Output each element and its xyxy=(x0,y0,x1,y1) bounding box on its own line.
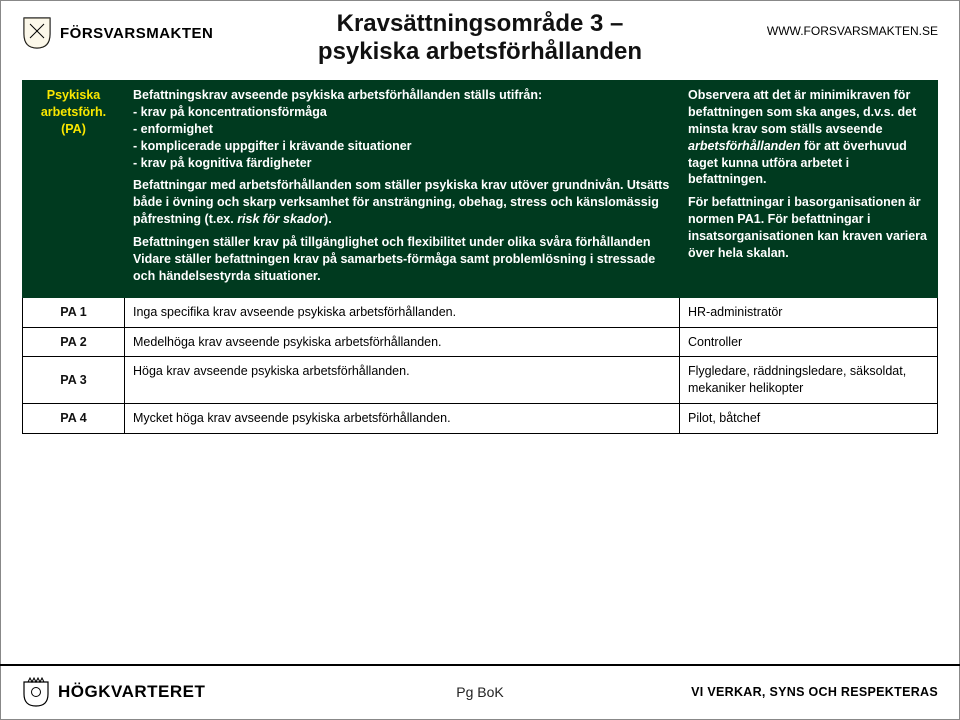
intro-b2: - enformighet xyxy=(133,122,213,136)
row-label: PA 2 xyxy=(23,327,125,357)
intro-right-cell: Observera att det är minimikraven för be… xyxy=(680,81,938,298)
table-row: PA 4 Mycket höga krav avseende psykiska … xyxy=(23,404,938,434)
org-name: FÖRSVARSMAKTEN xyxy=(60,25,213,42)
footer-bar: HÖGKVARTERET Pg BoK VI VERKAR, SYNS OCH … xyxy=(0,664,960,720)
intro-p2-tail: ). xyxy=(324,212,332,226)
footer-center: Pg BoK xyxy=(322,684,638,700)
intro-label-2: arbetsförh. xyxy=(31,104,116,121)
intro-p3: Befattningen ställer krav på tillgänglig… xyxy=(133,234,671,285)
row-desc: Inga specifika krav avseende psykiska ar… xyxy=(125,297,680,327)
intro-label-3: (PA) xyxy=(31,121,116,138)
intro-b3: - komplicerade uppgifter i krävande situ… xyxy=(133,139,412,153)
org-logo-block: FÖRSVARSMAKTEN xyxy=(22,16,232,50)
intro-b4: - krav på kognitiva färdigheter xyxy=(133,156,312,170)
header-bar: FÖRSVARSMAKTEN Kravsättningsområde 3 – p… xyxy=(0,0,960,72)
intro-row: Psykiska arbetsförh. (PA) Befattningskra… xyxy=(23,81,938,298)
row-label: PA 1 xyxy=(23,297,125,327)
intro-r1a: Observera att det är minimikraven för be… xyxy=(688,88,916,136)
intro-p2: Befattningar med arbetsförhållanden som … xyxy=(133,178,669,226)
requirements-table: Psykiska arbetsförh. (PA) Befattningskra… xyxy=(22,80,938,434)
row-example: Pilot, båtchef xyxy=(680,404,938,434)
row-desc: Medelhöga krav avseende psykiska arbetsf… xyxy=(125,327,680,357)
row-label: PA 3 xyxy=(23,357,125,404)
intro-r2: För befattningar i basorganisationen är … xyxy=(688,194,929,262)
title-line-1: Kravsättningsområde 3 – xyxy=(232,10,728,38)
title-line-2: psykiska arbetsförhållanden xyxy=(232,38,728,66)
intro-label-1: Psykiska xyxy=(31,87,116,104)
table-row: PA 2 Medelhöga krav avseende psykiska ar… xyxy=(23,327,938,357)
table-row: PA 3 Höga krav avseende psykiska arbetsf… xyxy=(23,357,938,404)
shield-icon xyxy=(22,16,52,50)
intro-p2-italic: risk för skador xyxy=(237,212,324,226)
row-desc: Mycket höga krav avseende psykiska arbet… xyxy=(125,404,680,434)
intro-lead: Befattningskrav avseende psykiska arbets… xyxy=(133,88,542,102)
slide-title: Kravsättningsområde 3 – psykiska arbetsf… xyxy=(232,10,728,65)
row-desc: Höga krav avseende psykiska arbetsförhål… xyxy=(125,357,680,404)
row-label: PA 4 xyxy=(23,404,125,434)
content-table-wrap: Psykiska arbetsförh. (PA) Befattningskra… xyxy=(0,72,960,434)
intro-b1: - krav på koncentrationsförmåga xyxy=(133,105,327,119)
footer-left: HÖGKVARTERET xyxy=(22,676,322,708)
footer-right: VI VERKAR, SYNS OCH RESPEKTERAS xyxy=(638,685,938,699)
crown-shield-icon xyxy=(22,676,50,708)
site-url: WWW.FORSVARSMAKTEN.SE xyxy=(728,24,938,38)
intro-r1-italic: arbetsförhållanden xyxy=(688,139,801,153)
row-example: Controller xyxy=(680,327,938,357)
intro-body-cell: Befattningskrav avseende psykiska arbets… xyxy=(125,81,680,298)
row-example: HR-administratör xyxy=(680,297,938,327)
intro-label-cell: Psykiska arbetsförh. (PA) xyxy=(23,81,125,298)
footer-org: HÖGKVARTERET xyxy=(58,682,205,702)
table-row: PA 1 Inga specifika krav avseende psykis… xyxy=(23,297,938,327)
slide: FÖRSVARSMAKTEN Kravsättningsområde 3 – p… xyxy=(0,0,960,720)
row-example: Flygledare, räddningsledare, säksoldat, … xyxy=(680,357,938,404)
